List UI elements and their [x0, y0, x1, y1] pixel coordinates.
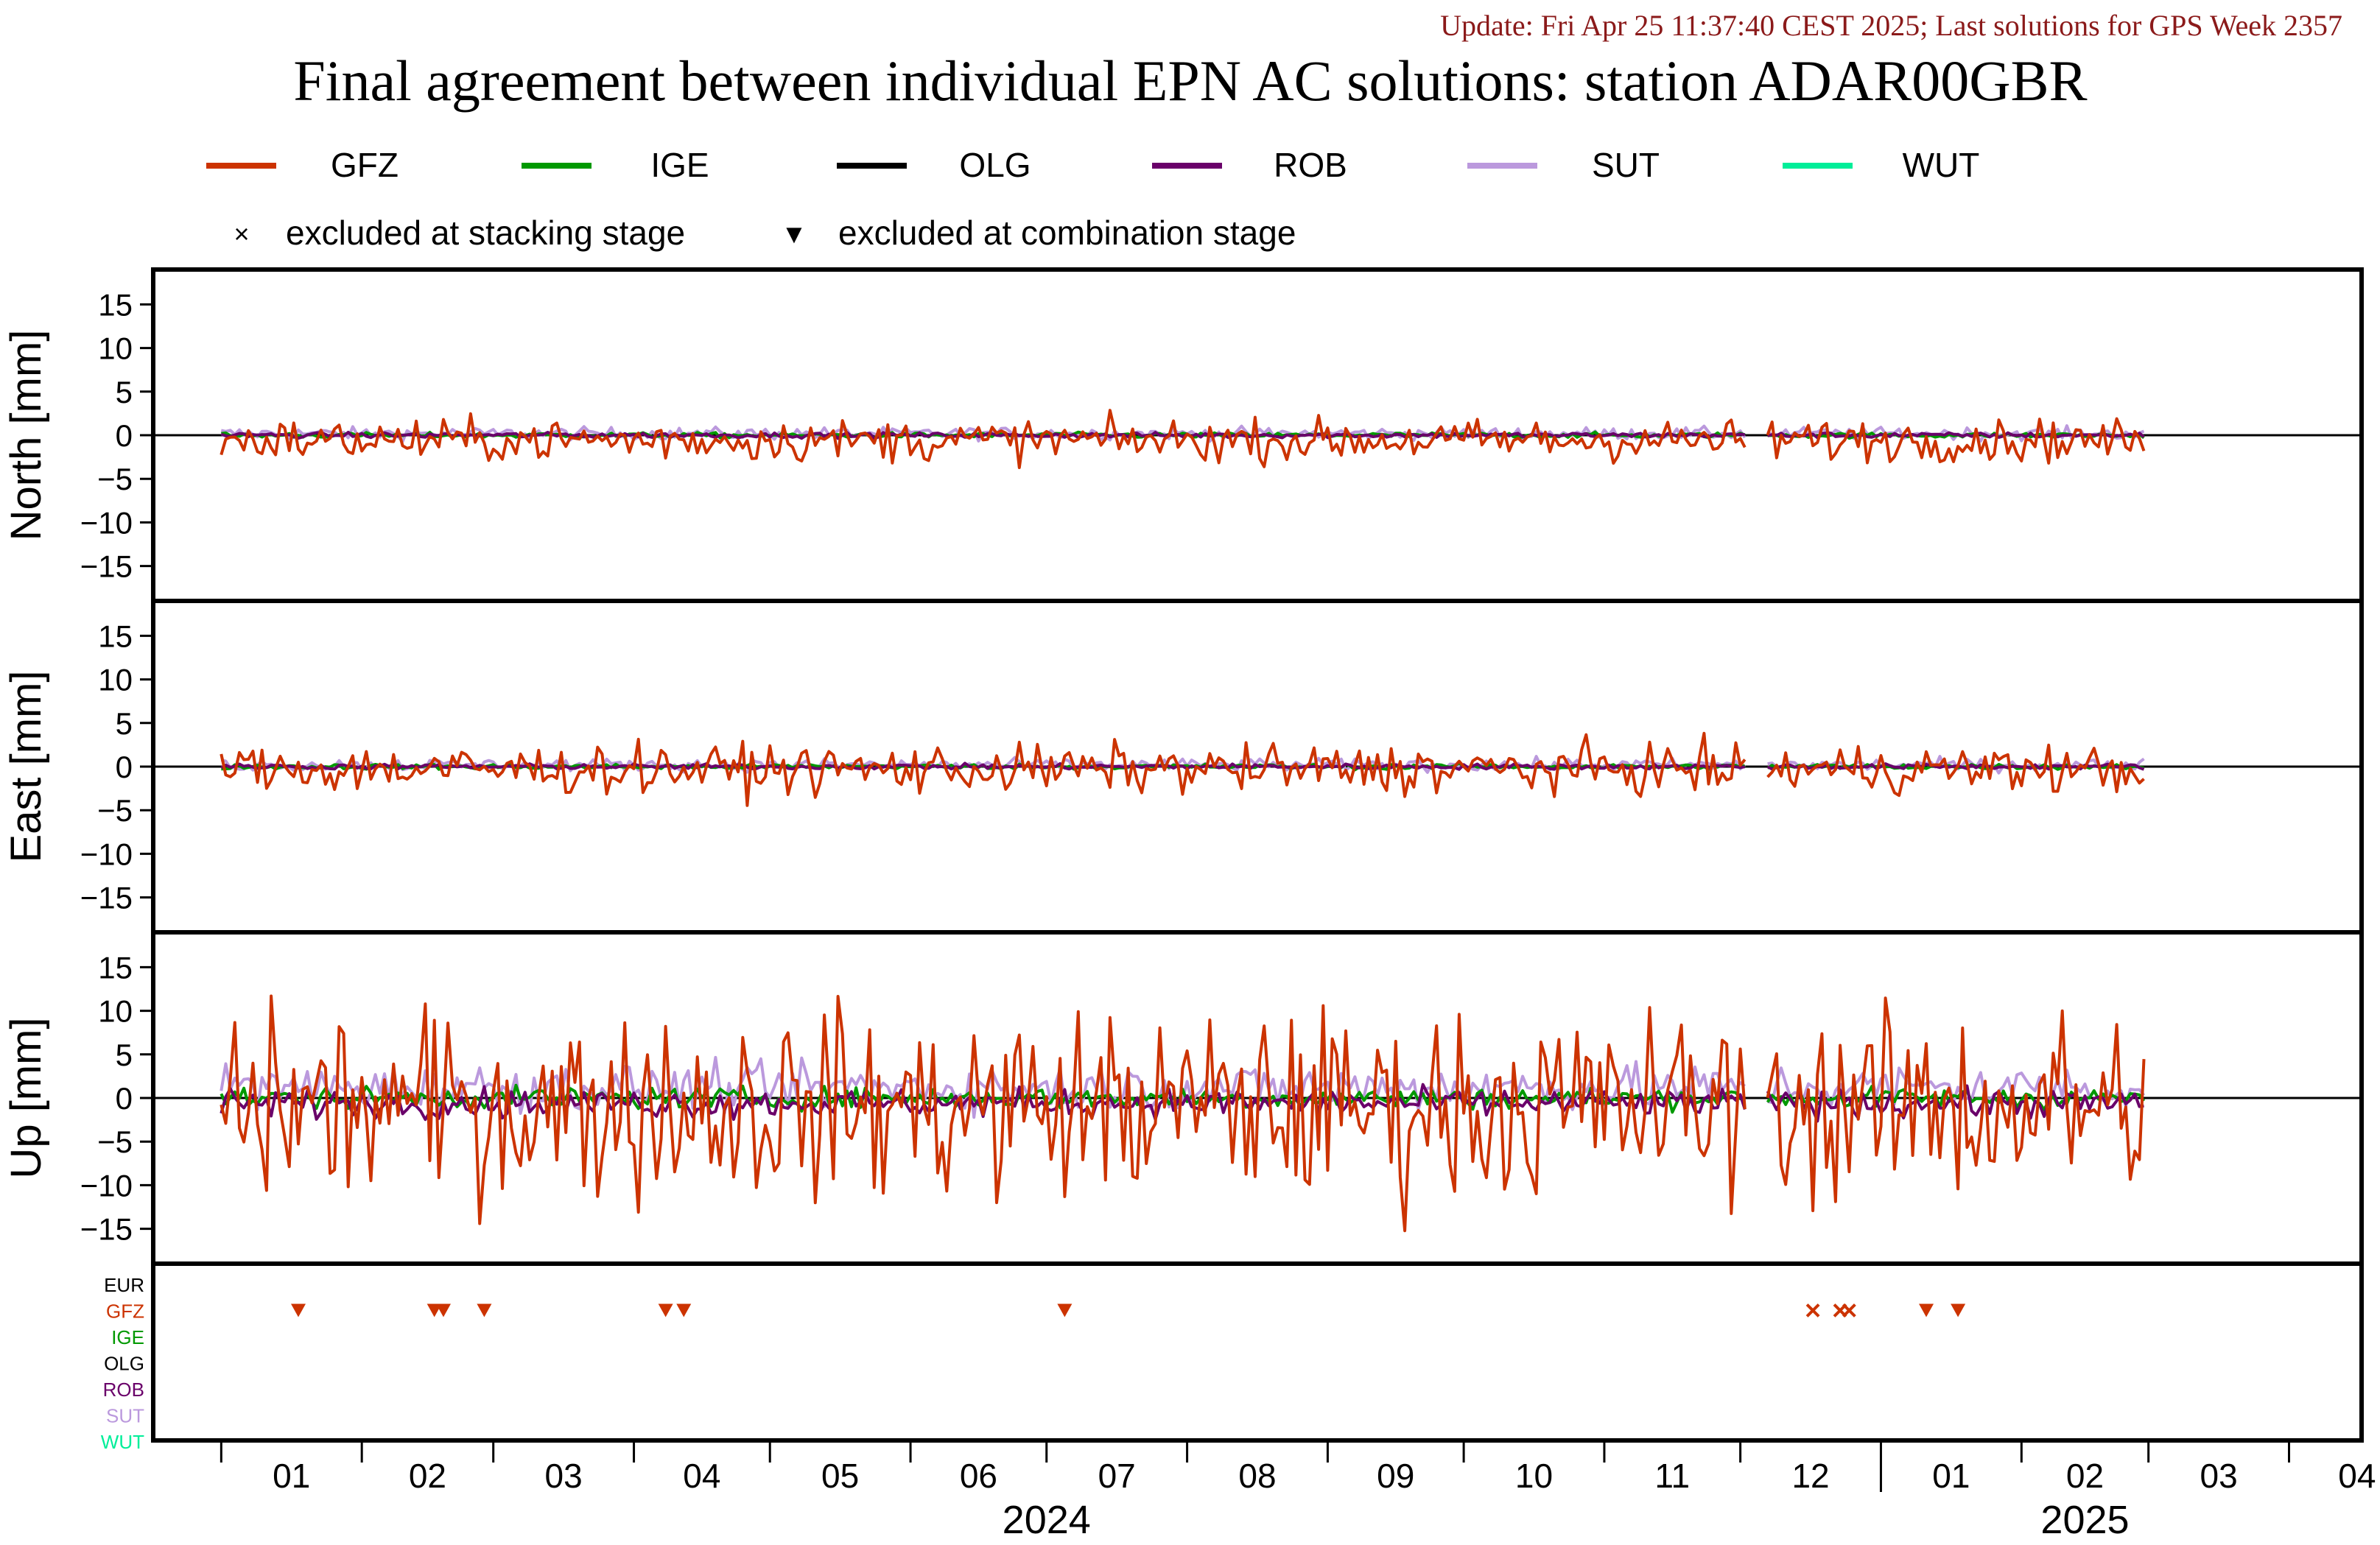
legend-marker-symbol-1: ×	[234, 219, 249, 249]
xtick-label-month: 03	[545, 1457, 583, 1495]
xaxis-year-2025: 2025	[2040, 1498, 2129, 1542]
xtick-label-month: 07	[1098, 1457, 1136, 1495]
exclusion-marker-combination	[435, 1303, 451, 1317]
plot-panels: 15 10 5 0 −5 −10 −15 North [mm] 15 10 5 0 −5 −10 −15 Ea…	[2, 267, 2364, 1453]
exclusion-marker-combination	[676, 1303, 692, 1317]
exclusion-marker-stacking	[1805, 1303, 1820, 1317]
exclusion-row-label-gfz: GFZ	[106, 1301, 144, 1323]
ytick-label-up: 15	[98, 950, 133, 985]
exclusion-marker-stacking	[1842, 1303, 1856, 1317]
legend-marker-label-1: excluded at stacking stage	[286, 214, 685, 252]
legend: GFZ IGE OLG ROB SUT WUT × excluded at stacking …	[206, 146, 1979, 252]
xtick-label-month: 08	[1238, 1457, 1276, 1495]
xtick-label-month: 05	[821, 1457, 859, 1495]
xtick-label-month: 04	[683, 1457, 720, 1495]
exclusion-row-label-rob: ROB	[103, 1379, 144, 1401]
ytick-label-east: 10	[98, 663, 133, 697]
legend-marker-label-2: excluded at combination stage	[838, 214, 1296, 252]
exclusion-marker-combination	[658, 1303, 673, 1317]
ylabel-up: Up [mm]	[2, 1017, 50, 1178]
ytick-label-east: −10	[80, 837, 133, 871]
xtick-label-month: 09	[1377, 1457, 1414, 1495]
xtick-label-month: 06	[960, 1457, 997, 1495]
legend-label-ige: IGE	[650, 146, 709, 184]
xtick-label-month: 10	[1515, 1457, 1553, 1495]
ytick-label-up: 5	[116, 1038, 133, 1072]
exclusion-row-label-eur: EUR	[104, 1274, 144, 1296]
x-axis: 01 02 03 04 05 06 07 08 09 10 11 12 01 02 03 04 2024 2025	[220, 1440, 2376, 1542]
ytick-label-east: 15	[98, 619, 133, 653]
xtick-label-month: 01	[273, 1457, 310, 1495]
exclusion-marker-combination	[1919, 1303, 1934, 1317]
ytick-label-up: 0	[116, 1081, 133, 1116]
legend-label-rob: ROB	[1274, 146, 1347, 184]
ytick-label-east: −5	[97, 793, 133, 828]
series-line-east-gfz	[220, 731, 2145, 807]
xtick-label-month: 04	[2338, 1457, 2376, 1495]
exclusion-row-label-wut: WUT	[101, 1431, 144, 1453]
ytick-label-north: −5	[97, 462, 133, 496]
ytick-label-up: −10	[80, 1168, 133, 1203]
exclusion-marker-combination	[477, 1303, 492, 1317]
legend-label-sut: SUT	[1592, 146, 1660, 184]
xtick-label-month: 03	[2200, 1457, 2237, 1495]
ytick-label-north: 5	[116, 375, 133, 409]
ytick-label-north: 0	[116, 418, 133, 453]
exclusion-panel-frame	[151, 1261, 2364, 1443]
ytick-label-north: −15	[80, 549, 133, 584]
ylabel-north: North [mm]	[2, 330, 50, 541]
legend-label-wut: WUT	[1903, 146, 1980, 184]
exclusion-row-label-ige: IGE	[111, 1326, 144, 1348]
exclusion-marker-combination	[290, 1303, 306, 1317]
ytick-label-north: −10	[80, 505, 133, 540]
ytick-label-north: 10	[98, 331, 133, 366]
ytick-label-east: −15	[80, 881, 133, 915]
xtick-label-month: 11	[1654, 1457, 1690, 1495]
exclusion-row-label-olg: OLG	[104, 1353, 144, 1375]
legend-label-gfz: GFZ	[331, 146, 399, 184]
exclusion-marker-combination	[1951, 1303, 1966, 1317]
ytick-label-up: −5	[97, 1125, 133, 1159]
exclusion-marker-combination	[1057, 1303, 1073, 1317]
ytick-label-east: 5	[116, 706, 133, 741]
chart-title: Final agreement between individual EPN A…	[293, 49, 2087, 113]
exclusion-row-label-sut: SUT	[106, 1405, 144, 1427]
ytick-label-east: 0	[116, 750, 133, 784]
xtick-label-month: 01	[1932, 1457, 1970, 1495]
legend-marker-symbol-2: ▼	[781, 219, 807, 249]
xtick-label-month: 02	[2066, 1457, 2104, 1495]
ytick-label-up: −15	[80, 1212, 133, 1247]
xtick-label-month: 02	[409, 1457, 446, 1495]
xtick-label-month: 12	[1791, 1457, 1829, 1495]
series-line-north-gfz	[220, 409, 2146, 469]
ytick-label-up: 10	[98, 994, 133, 1029]
ytick-label-north: 15	[98, 287, 133, 322]
ylabel-east: East [mm]	[2, 670, 50, 862]
update-text: Update: Fri Apr 25 11:37:40 CEST 2025; L…	[1440, 9, 2342, 42]
series-line-up-gfz	[220, 994, 2146, 1233]
xaxis-year-2024: 2024	[1003, 1498, 1091, 1542]
legend-label-olg: OLG	[959, 146, 1031, 184]
